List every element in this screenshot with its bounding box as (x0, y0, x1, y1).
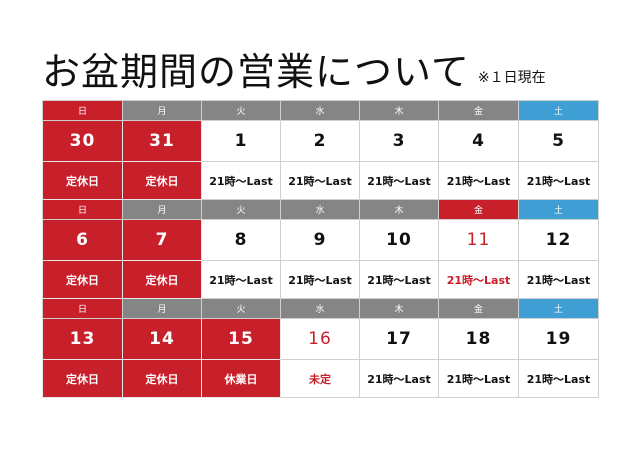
business-calendar: 日 月 火 水 木 金 土 30 31 1 2 3 4 5 定休日 定休日 21… (42, 100, 599, 398)
week-1-header-row: 日 月 火 水 木 金 土 (42, 100, 599, 121)
status-cell: 定休日 (42, 161, 123, 200)
status-cell: 定休日 (122, 359, 202, 398)
week-3-header-row: 日 月 火 水 木 金 土 (42, 298, 599, 319)
weekday-header-sun: 日 (42, 199, 123, 220)
status-cell: 未定 (280, 359, 360, 398)
week-2-status-row: 定休日 定休日 21時〜Last 21時〜Last 21時〜Last 21時〜L… (42, 260, 599, 299)
title-row: お盆期間の営業について ※１日現在 (42, 44, 602, 94)
status-cell: 21時〜Last (359, 260, 439, 299)
weekday-header-tue: 火 (201, 298, 281, 319)
weekday-header-sat: 土 (518, 199, 599, 220)
week-3-status-row: 定休日 定休日 休業日 未定 21時〜Last 21時〜Last 21時〜Las… (42, 359, 599, 398)
status-cell: 21時〜Last (201, 161, 281, 200)
week-1-status-row: 定休日 定休日 21時〜Last 21時〜Last 21時〜Last 21時〜L… (42, 161, 599, 200)
status-cell: 21時〜Last (359, 359, 439, 398)
date-cell: 10 (359, 219, 439, 261)
status-cell: 定休日 (42, 260, 123, 299)
status-cell: 21時〜Last (280, 260, 360, 299)
date-cell: 16 (280, 318, 360, 360)
date-cell: 19 (518, 318, 599, 360)
date-cell: 18 (438, 318, 519, 360)
date-cell: 7 (122, 219, 202, 261)
date-cell: 3 (359, 120, 439, 162)
status-cell: 定休日 (42, 359, 123, 398)
date-cell: 6 (42, 219, 123, 261)
weekday-header-mon: 月 (122, 298, 202, 319)
date-cell: 11 (438, 219, 519, 261)
week-1-date-row: 30 31 1 2 3 4 5 (42, 120, 599, 162)
status-cell: 定休日 (122, 161, 202, 200)
date-cell: 1 (201, 120, 281, 162)
weekday-header-thu: 木 (359, 100, 439, 121)
weekday-header-sat: 土 (518, 298, 599, 319)
status-cell: 定休日 (122, 260, 202, 299)
weekday-header-wed: 水 (280, 199, 360, 220)
status-cell: 休業日 (201, 359, 281, 398)
date-cell: 15 (201, 318, 281, 360)
week-3-date-row: 13 14 15 16 17 18 19 (42, 318, 599, 360)
weekday-header-sun: 日 (42, 298, 123, 319)
date-cell: 14 (122, 318, 202, 360)
week-2-header-row: 日 月 火 水 木 金 土 (42, 199, 599, 220)
weekday-header-sat: 土 (518, 100, 599, 121)
status-cell: 21時〜Last (438, 359, 519, 398)
date-cell: 2 (280, 120, 360, 162)
status-cell: 21時〜Last (518, 161, 599, 200)
weekday-header-wed: 水 (280, 100, 360, 121)
date-cell: 31 (122, 120, 202, 162)
weekday-header-tue: 火 (201, 100, 281, 121)
weekday-header-fri: 金 (438, 100, 519, 121)
weekday-header-fri: 金 (438, 199, 519, 220)
date-cell: 30 (42, 120, 123, 162)
status-cell: 21時〜Last (280, 161, 360, 200)
status-cell: 21時〜Last (438, 161, 519, 200)
weekday-header-sun: 日 (42, 100, 123, 121)
date-cell: 12 (518, 219, 599, 261)
weekday-header-wed: 水 (280, 298, 360, 319)
page-title: お盆期間の営業について (42, 50, 470, 94)
weekday-header-thu: 木 (359, 199, 439, 220)
weekday-header-mon: 月 (122, 199, 202, 220)
date-cell: 8 (201, 219, 281, 261)
date-cell: 4 (438, 120, 519, 162)
date-note: ※１日現在 (477, 70, 546, 86)
week-2-date-row: 6 7 8 9 10 11 12 (42, 219, 599, 261)
date-cell: 17 (359, 318, 439, 360)
status-cell: 21時〜Last (359, 161, 439, 200)
date-cell: 13 (42, 318, 123, 360)
weekday-header-fri: 金 (438, 298, 519, 319)
weekday-header-tue: 火 (201, 199, 281, 220)
status-cell: 21時〜Last (518, 359, 599, 398)
status-cell: 21時〜Last (438, 260, 519, 299)
status-cell: 21時〜Last (201, 260, 281, 299)
status-cell: 21時〜Last (518, 260, 599, 299)
weekday-header-mon: 月 (122, 100, 202, 121)
date-cell: 9 (280, 219, 360, 261)
weekday-header-thu: 木 (359, 298, 439, 319)
date-cell: 5 (518, 120, 599, 162)
